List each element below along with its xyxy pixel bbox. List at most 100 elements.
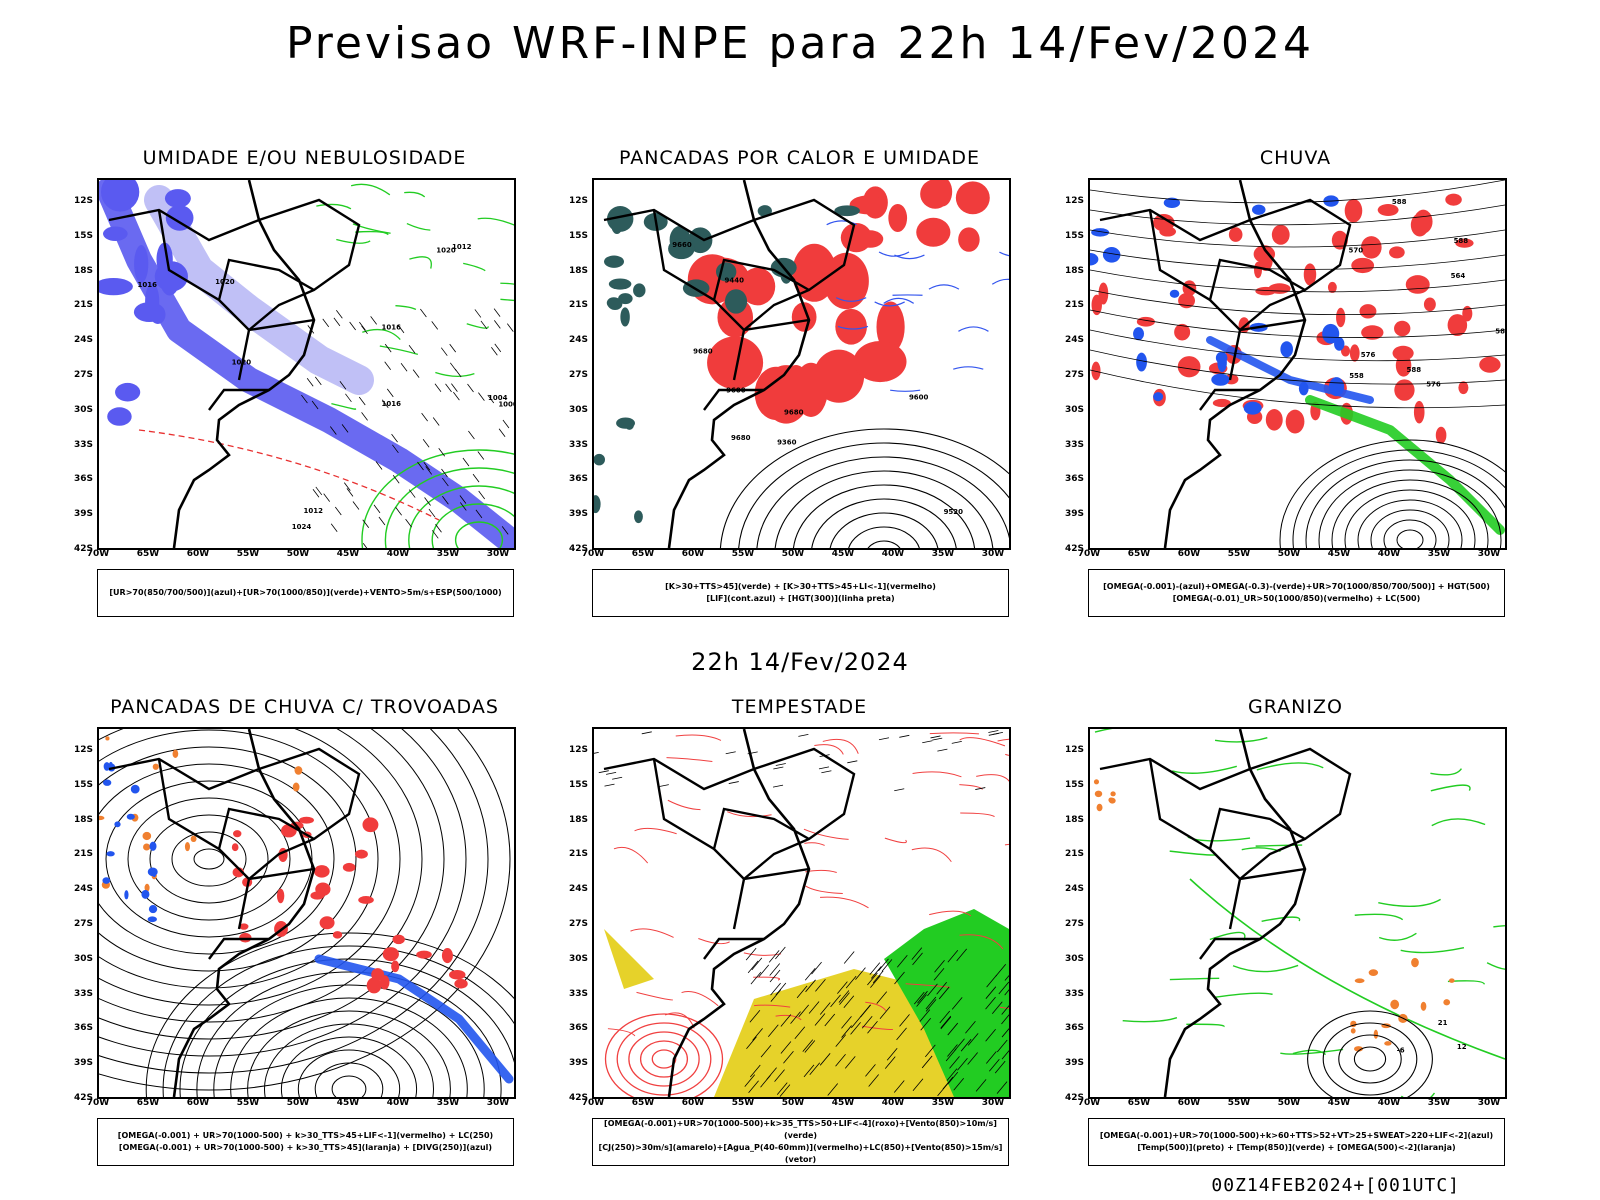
panel-title: PANCADAS DE CHUVA C/ TROVOADAS: [110, 696, 499, 718]
latitude-tick-label: 33S: [1064, 988, 1084, 999]
divergence-cell: [102, 877, 111, 884]
contour-label: 9680: [693, 347, 713, 355]
contour-label: 570: [1349, 247, 1364, 255]
wind-vector: [814, 1013, 826, 1026]
height-contour: [867, 540, 901, 548]
storm-cell: [379, 975, 390, 990]
wind-vector: [412, 369, 420, 378]
wind-vector: [767, 1024, 779, 1038]
rain-cell: [1327, 281, 1337, 293]
storm-cell: [276, 888, 285, 904]
wind-vector: [897, 955, 908, 968]
k-tts-cell: [724, 289, 748, 314]
water-contour: [911, 847, 952, 863]
humidity-low-contour: [477, 217, 514, 226]
divergence-cell: [103, 762, 111, 771]
latitude-tick-label: 24S: [73, 335, 93, 346]
legend-caption: [OMEGA(-0.001)+UR>70(1000-500)+k>60+TTS>…: [1088, 1118, 1505, 1166]
wind-vector: [494, 343, 502, 353]
height-contour: [774, 470, 994, 548]
k-tts-cell: [757, 205, 772, 217]
latitude-tick-label: 21S: [1064, 300, 1084, 311]
streamline: [99, 729, 379, 989]
wind-vector: [498, 428, 506, 437]
contour-label: 9600: [909, 394, 929, 402]
legend-caption-line: [OMEGA(-0.001) + UR>70(1000-500) + k>30_…: [117, 1131, 494, 1140]
wind-vector: [441, 468, 448, 478]
rain-cell: [1359, 304, 1377, 319]
omega-weak-cell: [1280, 341, 1294, 358]
water-contour: [604, 1013, 724, 1097]
contour-label: 558: [1349, 372, 1364, 380]
wind-vector: [811, 961, 822, 975]
humidity-low-contour: [500, 298, 514, 302]
map-canvas: [594, 729, 1009, 1097]
contour-label: 1024: [292, 523, 312, 531]
longitude-tick-label: 30W: [981, 1098, 1005, 1108]
contour-label: 1020: [436, 246, 456, 254]
height-contour: [1396, 529, 1424, 548]
wind-vector: [876, 991, 888, 1004]
wind-vector: [773, 766, 784, 770]
rain-cell: [1413, 400, 1425, 424]
humidity-low-contour: [409, 256, 432, 269]
water-contour: [820, 896, 869, 909]
rain-cell: [1351, 257, 1375, 274]
humidity-low-contour: [379, 345, 419, 355]
wind-vector: [805, 979, 816, 993]
streamline: [193, 848, 225, 870]
omega-weak-cell: [1322, 323, 1340, 344]
wind-vector: [480, 320, 488, 330]
wind-vector: [985, 1028, 996, 1042]
water-contour: [639, 1040, 689, 1078]
rain-cell: [1395, 354, 1412, 377]
wind-vector: [1004, 974, 1009, 981]
streamline: [99, 763, 335, 955]
wind-vector: [431, 321, 439, 330]
latitude-tick-label: 12S: [568, 196, 588, 206]
wind-vector: [912, 952, 923, 966]
longitude-tick-label: 50W: [781, 1098, 805, 1108]
wind-vector: [894, 788, 905, 792]
latitude-tick-label: 21S: [73, 849, 93, 860]
jet-area: [604, 929, 654, 989]
rain-cell: [1174, 323, 1191, 341]
map-panel: 9680 9680 9660 9600 9520 9440 9360 9600 9680: [592, 178, 1011, 550]
wind-vector: [847, 760, 858, 764]
wind-vector: [818, 766, 830, 770]
wind-vector: [956, 948, 967, 962]
divergence-cell: [148, 905, 158, 914]
streamline: [247, 1010, 451, 1097]
longitude-tick-label: 35W: [931, 549, 955, 559]
wind-vector: [967, 1033, 979, 1046]
height-contour: [1357, 499, 1463, 548]
storm-cell: [454, 978, 468, 989]
convection-cell: [142, 831, 152, 841]
longitude-tick-label: 65W: [136, 549, 160, 559]
rain-cell: [1455, 238, 1474, 248]
wind-vector: [790, 1011, 801, 1024]
longitude-tick-label: 65W: [1127, 549, 1151, 559]
wind-vector: [728, 781, 739, 784]
streamline: [171, 831, 247, 887]
water-contour: [805, 869, 837, 873]
wind-vector: [947, 1071, 959, 1085]
storm-cell: [299, 816, 314, 824]
wind-vector: [477, 451, 485, 460]
storm-cell: [231, 843, 239, 852]
temp850-contour: [1169, 850, 1217, 856]
latitude-tick-label: 39S: [73, 509, 93, 520]
contour-label: 9440: [724, 276, 744, 284]
streamline: [297, 1049, 401, 1097]
convection-cell: [144, 883, 150, 892]
legend-caption-line: [Temp(500)](preto) + [Temp(850)](verde) …: [1137, 1143, 1456, 1152]
omega500-cell: [1443, 999, 1451, 1006]
rain-cell: [1344, 198, 1363, 223]
latitude-tick-label: 33S: [73, 988, 93, 999]
instability-cell: [857, 230, 884, 248]
k-tts-cell: [633, 283, 646, 298]
divergence-cell: [103, 779, 112, 786]
rain-cell: [1091, 294, 1102, 316]
streamline: [179, 958, 514, 1097]
longitude-tick-label: 55W: [1227, 1098, 1251, 1108]
